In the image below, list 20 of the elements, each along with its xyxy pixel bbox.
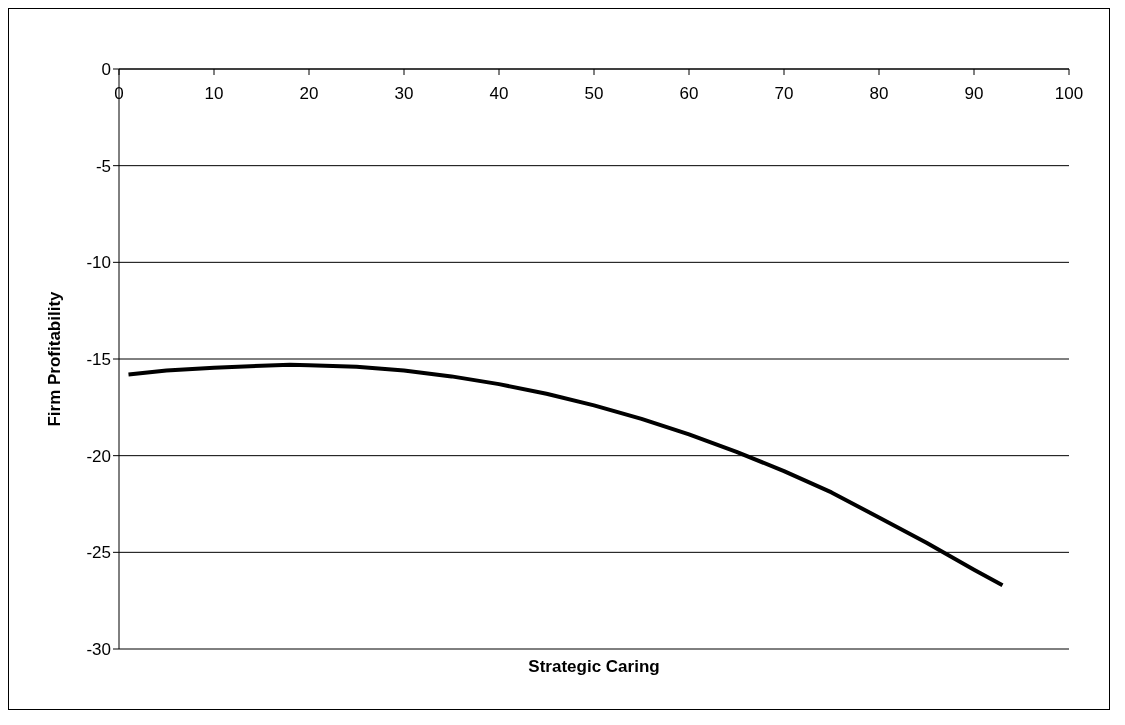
x-axis-title: Strategic Caring [527,657,661,677]
x-tick-label: 30 [394,84,414,103]
y-tick-label: -10 [86,253,111,273]
x-tick-label: 90 [964,84,984,103]
y-tick-label: -5 [95,156,111,176]
x-tick-label: 10 [204,84,224,103]
x-tick-label: 50 [584,84,604,103]
x-tick-label: 60 [679,84,699,103]
x-tick-label: 40 [489,84,509,103]
y-axis-title: Firm Profitability [45,290,65,427]
y-tick-label: 0 [101,60,111,80]
y-tick-label: -30 [86,640,111,660]
y-tick-label: -20 [86,446,111,466]
x-tick-label: 70 [774,84,794,103]
x-tick-label: 100 [1054,84,1084,103]
y-tick-label: -15 [86,350,111,370]
x-tick-label: 20 [299,84,319,103]
x-tick-label: 80 [869,84,889,103]
x-tick-label: 0 [114,84,124,103]
y-tick-label: -25 [86,543,111,563]
